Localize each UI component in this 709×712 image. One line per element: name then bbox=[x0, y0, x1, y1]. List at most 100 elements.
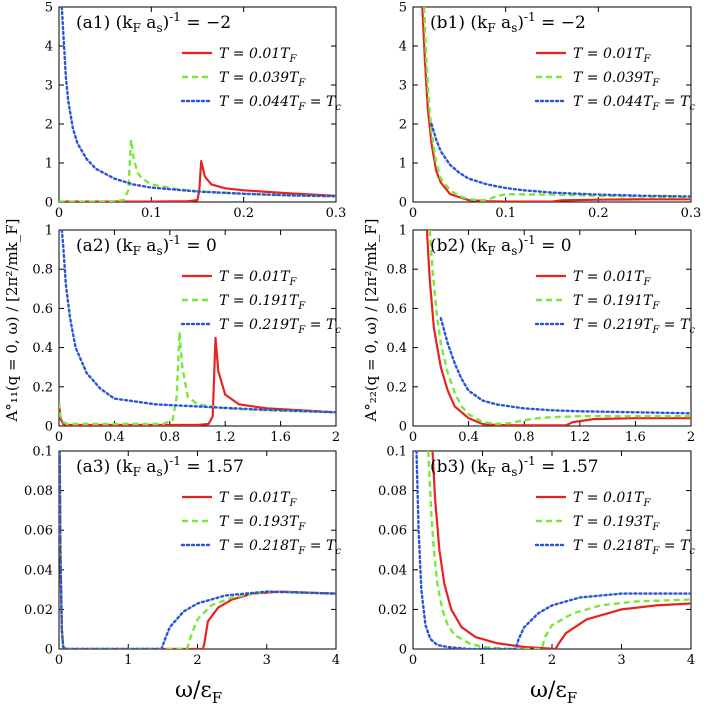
series-line-green bbox=[59, 451, 336, 649]
legend-label: T = 0.01TF bbox=[573, 269, 651, 288]
x-tick-label: 0.3 bbox=[681, 206, 702, 221]
x-tick-label: 1.2 bbox=[215, 430, 236, 445]
y-tick-label: 0 bbox=[399, 643, 407, 658]
series-line-red bbox=[421, 7, 691, 202]
y-tick-label: 0.6 bbox=[32, 302, 53, 317]
panel-b1: 0 0.1 0.2 0.3 0 1 2 3 4 5 (b1) (kF as)-1 = −2 T = 0… bbox=[399, 1, 702, 222]
x-tick-label: 2 bbox=[332, 430, 340, 445]
series-line-blue bbox=[60, 230, 336, 414]
series-line-blue bbox=[439, 317, 691, 415]
y-tick-label: 0 bbox=[399, 196, 407, 211]
y-tick-label: 4 bbox=[399, 40, 407, 55]
y-tick-label: 0.4 bbox=[386, 341, 407, 356]
legend-label: T = 0.01TF bbox=[219, 46, 297, 65]
x-tick-label: 1.6 bbox=[625, 430, 646, 445]
y-tick-label: 0.2 bbox=[386, 380, 407, 395]
series-line-blue bbox=[430, 122, 691, 198]
series-line-blue bbox=[415, 451, 691, 649]
y-tick-label: 5 bbox=[399, 1, 407, 16]
x-tick-label: 2 bbox=[548, 653, 556, 668]
y-tick-label: 0 bbox=[399, 420, 407, 435]
series-line-red bbox=[59, 336, 336, 426]
x-axis-label-right: ω/εF bbox=[530, 678, 577, 707]
y-tick-label: 0.06 bbox=[378, 524, 407, 539]
legend-label: T = 0.01TF bbox=[573, 490, 651, 509]
legend-label: T = 0.193TF bbox=[219, 514, 306, 533]
x-tick-label: 0.1 bbox=[495, 206, 516, 221]
curves-a1 bbox=[59, 7, 336, 202]
x-tick-label: 0 bbox=[409, 653, 417, 668]
x-tick-label: 0.2 bbox=[588, 206, 609, 221]
y-tick-label: 2 bbox=[45, 118, 53, 133]
y-tick-label: 1 bbox=[399, 157, 407, 172]
y-tick-label: 0.2 bbox=[32, 380, 53, 395]
legend-label: T = 0.044TF = Tc bbox=[219, 94, 341, 113]
panel-b2: 0 0.4 0.8 1.2 1.6 2 0 0.2 0.4 0.6 0.8 1 (b2) (kF as)… bbox=[386, 224, 695, 446]
y-tick-label: 0.8 bbox=[386, 263, 407, 278]
y-tick-label: 0.6 bbox=[386, 302, 407, 317]
series-line-red bbox=[425, 230, 691, 426]
x-tick-label: 2 bbox=[193, 653, 201, 668]
y-tick-label: 0.04 bbox=[24, 563, 53, 578]
y-tick-label: 0.02 bbox=[378, 603, 407, 618]
series-line-blue bbox=[60, 7, 336, 198]
panel-b3: 0 1 2 3 4 0 0.02 0.04 0.06 0.08 0.1 (b3) (kF as)-1 … bbox=[378, 445, 695, 669]
x-tick-label: 4 bbox=[332, 653, 340, 668]
x-tick-label: 0.4 bbox=[104, 430, 125, 445]
y-tick-label: 3 bbox=[45, 79, 53, 94]
y-tick-label: 0 bbox=[45, 196, 53, 211]
series-line-red bbox=[59, 160, 336, 202]
y-tick-label: 1 bbox=[399, 224, 407, 239]
y-tick-label: 0.8 bbox=[32, 263, 53, 278]
series-line-green bbox=[428, 230, 691, 426]
series-line-red bbox=[431, 451, 691, 649]
panel-title-a2: (a2) (kF as)-1 = 0 bbox=[76, 233, 217, 258]
panel-a3: 0 1 2 3 4 0 0.02 0.04 0.06 0.08 0.1 (a3) (kF as)-1 … bbox=[24, 445, 341, 669]
x-tick-label: 0.2 bbox=[233, 206, 254, 221]
y-tick-label: 0.1 bbox=[32, 445, 53, 460]
x-tick-label: 0 bbox=[409, 206, 417, 221]
x-tick-label: 4 bbox=[687, 653, 695, 668]
series-line-green bbox=[422, 7, 691, 202]
panel-title-b1: (b1) (kF as)-1 = −2 bbox=[430, 10, 586, 35]
panel-a2: 0 0.4 0.8 1.2 1.6 2 0 0.2 0.4 0.6 0.8 1 (a2) (kF as)… bbox=[32, 224, 341, 446]
y-tick-label: 4 bbox=[45, 40, 53, 55]
plot-frame-a1 bbox=[58, 6, 337, 203]
x-tick-label: 0 bbox=[55, 653, 63, 668]
series-line-green bbox=[59, 138, 336, 202]
series-line-blue bbox=[59, 451, 336, 649]
curves-a2 bbox=[59, 230, 336, 426]
legend-label: T = 0.01TF bbox=[219, 269, 297, 288]
y-tick-label: 0.4 bbox=[32, 341, 53, 356]
curves-b1 bbox=[421, 7, 691, 202]
x-tick-label: 3 bbox=[617, 653, 625, 668]
y-axis-label-right: A°₂₂(q = 0, ω) / [2π²/mk_F] bbox=[362, 218, 380, 422]
y-tick-label: 1 bbox=[45, 157, 53, 172]
x-tick-label: 0.8 bbox=[514, 430, 535, 445]
x-tick-label: 1 bbox=[124, 653, 132, 668]
legend-label: T = 0.01TF bbox=[573, 46, 651, 65]
x-tick-label: 1 bbox=[478, 653, 486, 668]
x-tick-label: 1.2 bbox=[569, 430, 590, 445]
legend-label: T = 0.193TF bbox=[573, 514, 660, 533]
y-tick-label: 0.04 bbox=[378, 563, 407, 578]
curves-b2 bbox=[425, 230, 691, 426]
y-tick-label: 2 bbox=[399, 118, 407, 133]
legend-label: T = 0.039TF bbox=[573, 70, 660, 89]
y-tick-label: 1 bbox=[45, 224, 53, 239]
panel-title-a3: (a3) (kF as)-1 = 1.57 bbox=[76, 454, 244, 479]
x-tick-label: 3 bbox=[263, 653, 271, 668]
x-tick-label: 1.6 bbox=[270, 430, 291, 445]
y-tick-label: 5 bbox=[45, 1, 53, 16]
y-tick-label: 3 bbox=[399, 79, 407, 94]
x-tick-label: 0 bbox=[409, 430, 417, 445]
panel-title-b3: (b3) (kF as)-1 = 1.57 bbox=[430, 454, 599, 479]
panel-title-b2: (b2) (kF as)-1 = 0 bbox=[430, 233, 572, 258]
x-tick-label: 0.8 bbox=[159, 430, 180, 445]
y-axis-label-left: A°₁₁(q = 0, ω) / [2π²/mk_F] bbox=[3, 218, 21, 422]
curves-a3 bbox=[59, 451, 336, 649]
legend-label: T = 0.219TF = Tc bbox=[219, 317, 341, 336]
x-tick-label: 0.3 bbox=[326, 206, 347, 221]
y-tick-label: 0 bbox=[45, 643, 53, 658]
